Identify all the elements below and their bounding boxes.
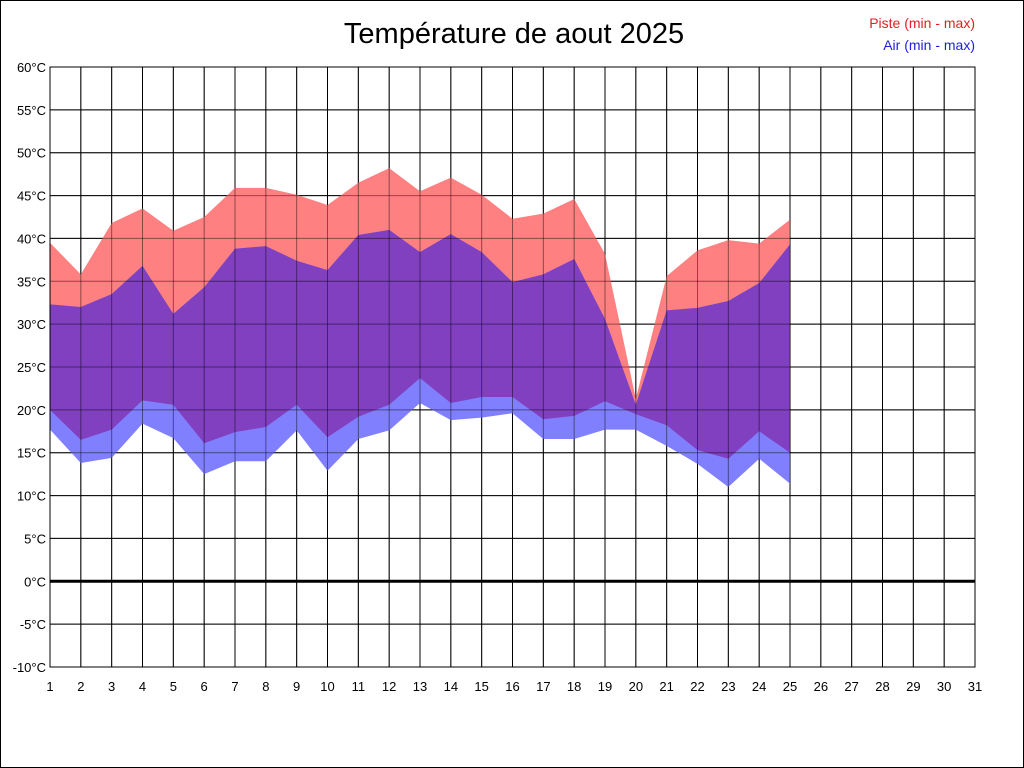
x-tick-label: 17 [536,679,550,694]
x-tick-label: 15 [474,679,488,694]
x-tick-label: 20 [629,679,643,694]
y-axis-ticks: -10°C -5°C 0°C 5°C 10°C 15°C 20°C 25°C 30°C 35°C 4… [13,60,46,675]
y-tick-label: 50°C [17,146,46,161]
x-tick-label: 22 [690,679,704,694]
x-tick-label: 1 [46,679,53,694]
x-tick-label: 24 [752,679,766,694]
x-axis-ticks: 1 2 3 4 5 6 7 8 9 10 11 12 13 14 15 16 17 18 19 20 21 22 23 24 2… [46,679,982,694]
x-tick-label: 16 [505,679,519,694]
x-tick-label: 13 [413,679,427,694]
series-areas [49,66,976,668]
x-tick-label: 4 [139,679,146,694]
x-tick-label: 3 [108,679,115,694]
y-tick-label: 35°C [17,274,46,289]
x-tick-label: 9 [293,679,300,694]
y-tick-label: -5°C [20,617,46,632]
x-tick-label: 7 [231,679,238,694]
chart-title: Température de aout 2025 [343,18,685,50]
y-tick-label: 20°C [17,403,46,418]
x-tick-label: 30 [937,679,951,694]
x-tick-label: 11 [352,679,366,694]
x-tick-label: 18 [567,679,581,694]
x-tick-label: 10 [320,679,334,694]
x-tick-label: 12 [382,679,396,694]
y-tick-label: 40°C [17,231,46,246]
x-tick-label: 6 [201,679,208,694]
area-overlap [50,229,790,459]
x-tick-label: 2 [77,679,84,694]
x-tick-label: 29 [906,679,920,694]
x-tick-label: 21 [659,679,673,694]
x-tick-label: 26 [814,679,828,694]
y-tick-label: 55°C [17,103,46,118]
x-tick-label: 31 [968,679,982,694]
y-tick-label: 5°C [24,531,46,546]
zero-line [49,66,976,668]
y-tick-label: 30°C [17,317,46,332]
plot-border [49,66,976,668]
y-tick-label: 60°C [17,60,46,75]
x-tick-label: 27 [844,679,858,694]
x-tick-label: 23 [721,679,735,694]
y-tick-label: 25°C [17,360,46,375]
y-tick-label: 10°C [17,489,46,504]
x-tick-label: 28 [875,679,889,694]
legend-entry-air: Air (min - max) [883,37,975,53]
y-tick-label: 15°C [17,446,46,461]
x-tick-label: 19 [598,679,612,694]
x-tick-label: 5 [170,679,177,694]
x-tick-label: 14 [444,679,458,694]
y-tick-label: 45°C [17,189,46,204]
y-tick-label: 0°C [24,574,46,589]
y-tick-label: -10°C [13,660,46,675]
x-tick-label: 25 [783,679,797,694]
legend-entry-piste: Piste (min - max) [869,15,975,31]
x-tick-label: 8 [262,679,269,694]
